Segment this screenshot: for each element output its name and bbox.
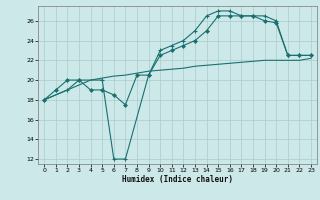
X-axis label: Humidex (Indice chaleur): Humidex (Indice chaleur) — [122, 175, 233, 184]
